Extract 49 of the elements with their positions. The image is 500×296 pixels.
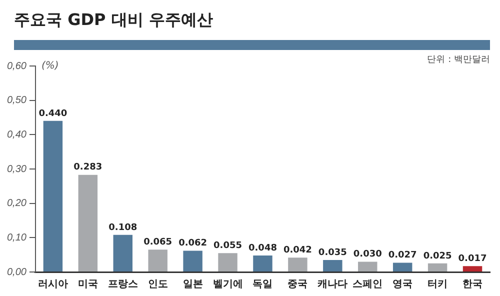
y-axis-title: (%) <box>41 60 59 72</box>
y-tick-label: 0,30 <box>6 164 27 175</box>
x-tick-label: 캐나다 <box>316 278 348 290</box>
x-tick-label: 한국 <box>462 278 483 290</box>
x-tick-label: 터키 <box>428 278 448 290</box>
bar <box>428 263 448 272</box>
bar <box>253 256 272 272</box>
data-label: 0.440 <box>38 108 68 119</box>
x-tick-label: 프랑스 <box>108 278 138 290</box>
y-tick-label: 0,00 <box>6 266 27 278</box>
data-label: 0.025 <box>423 251 452 262</box>
bar <box>288 258 308 272</box>
bar <box>148 250 168 272</box>
x-tick-label: 일본 <box>182 278 203 290</box>
bar <box>113 234 132 272</box>
x-tick-label: 러시아 <box>38 278 68 290</box>
bar <box>462 266 482 272</box>
bar <box>392 262 412 272</box>
bar <box>323 260 342 272</box>
data-label: 0.030 <box>353 250 382 260</box>
bar <box>218 253 238 272</box>
x-tick-label: 독일 <box>252 278 273 290</box>
data-label: 0.042 <box>283 245 312 256</box>
data-label: 0.048 <box>248 243 277 254</box>
data-label: 0.027 <box>388 250 417 261</box>
x-tick-label: 인도 <box>148 278 168 290</box>
x-tick-label: 영국 <box>392 278 413 290</box>
y-tick-label: 0,40 <box>6 129 27 140</box>
data-label: 0.283 <box>74 162 102 173</box>
data-label: 0.035 <box>318 248 347 258</box>
text: 단위 : 백만달러 <box>427 54 490 66</box>
data-label: 0.062 <box>178 238 208 249</box>
x-tick-label: 미국 <box>78 278 98 290</box>
bar <box>358 262 378 272</box>
data-label: 0.108 <box>108 222 138 233</box>
data-label: 0.017 <box>458 254 487 264</box>
y-tick-label: 0,20 <box>6 198 27 210</box>
y-tick-label: 0,60 <box>6 60 27 72</box>
bar <box>43 120 63 272</box>
x-tick-label: 스페인 <box>352 278 383 290</box>
x-tick-label: 중국 <box>288 278 308 290</box>
y-tick-label: 0,10 <box>6 232 27 244</box>
chart-title: 주요국 GDP 대비 우주예산 <box>14 10 213 31</box>
data-label: 0.065 <box>144 238 172 248</box>
y-tick-label: 0,50 <box>6 95 27 106</box>
data-label: 0.055 <box>214 240 242 251</box>
bar <box>78 174 98 272</box>
x-tick-label: 벨기에 <box>212 278 243 290</box>
bar <box>183 250 202 272</box>
